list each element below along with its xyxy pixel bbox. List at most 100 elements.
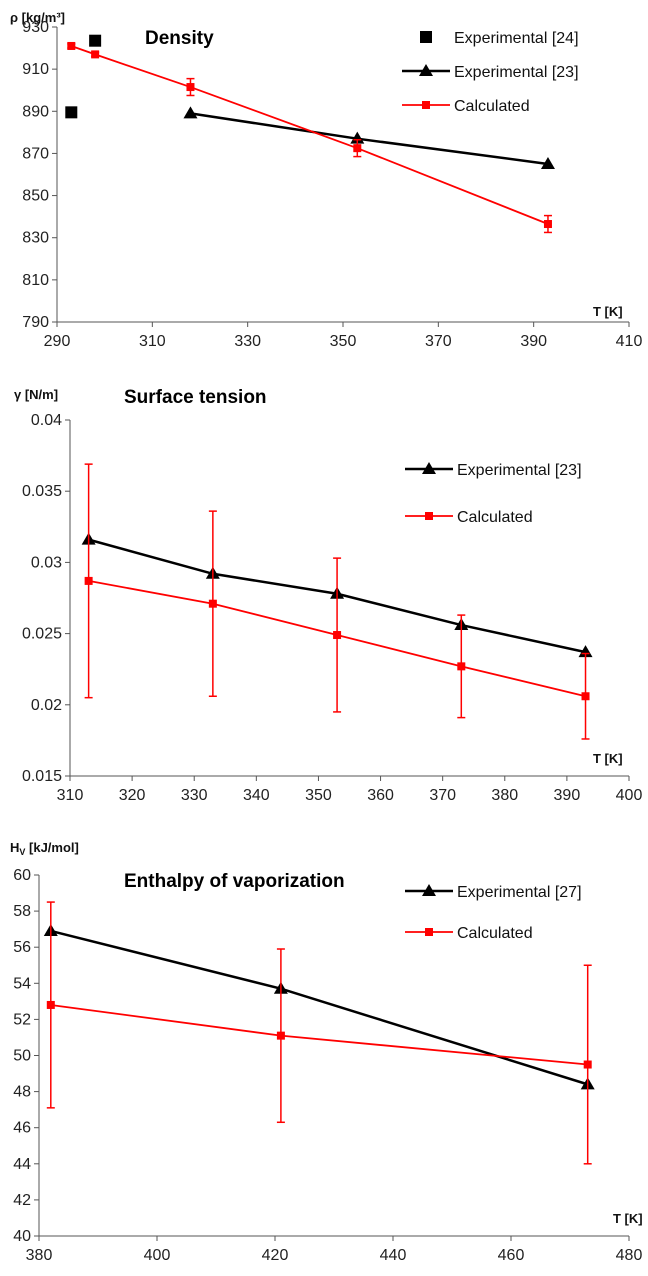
legend-marker	[425, 928, 433, 936]
x-tick-label: 380	[491, 787, 518, 804]
legend-label: Calculated	[457, 509, 533, 526]
x-tick-label: 460	[498, 1247, 525, 1264]
surface-tension-panel: γ [N/m] Surface tension T [K] 0.0150.020…	[14, 387, 642, 804]
density-panel: ρ [kg/m³] Density T [K] 790 810 830 850 870 8…	[10, 10, 642, 350]
x-tick-label: 340	[243, 787, 270, 804]
data-point	[457, 662, 466, 671]
y-tick-label: 56	[13, 939, 31, 956]
legend-marker	[422, 462, 436, 474]
legend-marker	[419, 64, 433, 76]
legend-label: Experimental [24]	[454, 30, 579, 47]
density-plot-area: 790 810 830 850 870 890 910 930 290 310 330 350 370 3…	[22, 19, 642, 350]
surface-tension-title: Surface tension	[124, 387, 267, 408]
x-tick-label: 420	[262, 1247, 289, 1264]
density-title: Density	[145, 28, 214, 49]
y-tick-label: 48	[13, 1084, 31, 1101]
x-tick-label: 370	[425, 333, 452, 350]
y-tick-label: 0.04	[31, 412, 62, 429]
data-point	[84, 576, 93, 585]
y-tick-label: 830	[22, 230, 49, 247]
data-point	[353, 144, 362, 153]
y-tick-label: 890	[22, 103, 49, 120]
enthalpy-y-label-main: H	[10, 840, 19, 855]
density-x-axis-label: T [K]	[593, 304, 623, 319]
enthalpy-title: Enthalpy of vaporization	[124, 871, 345, 892]
y-tick-label: 60	[13, 867, 31, 884]
legend-label: Calculated	[454, 98, 530, 115]
y-tick-label: 0.025	[22, 626, 62, 643]
data-point	[583, 1060, 592, 1069]
data-point	[543, 220, 552, 229]
data-point	[89, 34, 102, 47]
series-line	[50, 1004, 588, 1066]
y-tick-label: 42	[13, 1192, 31, 1209]
y-tick-label: 0.02	[31, 697, 62, 714]
surface-tension-y-axis-label: γ [N/m]	[14, 387, 58, 402]
enthalpy-plot-area: 40 42 44 46 48 50 52 54 56 58 60 380 400 420 440 460 480…	[13, 867, 642, 1264]
x-tick-label: 370	[429, 787, 456, 804]
y-tick-label: 44	[13, 1156, 31, 1173]
legend-label: Calculated	[457, 925, 533, 942]
legend-label: Experimental [23]	[454, 64, 579, 81]
y-tick-label: 50	[13, 1048, 31, 1065]
y-tick-label: 930	[22, 19, 49, 36]
data-point	[208, 599, 217, 608]
surface-tension-plot-area: 0.015 0.02 0.025 0.03 0.035 0.04 310 320 330 340 3…	[22, 412, 642, 804]
data-point	[540, 156, 555, 169]
x-tick-label: 480	[616, 1247, 643, 1264]
x-tick-label: 390	[520, 333, 547, 350]
x-tick-label: 350	[330, 333, 357, 350]
x-tick-label: 360	[367, 787, 394, 804]
y-tick-label: 0.015	[22, 768, 62, 785]
y-tick-label: 52	[13, 1011, 31, 1028]
enthalpy-y-label-sub: V	[19, 847, 25, 857]
y-tick-label: 810	[22, 272, 49, 289]
x-tick-label: 330	[181, 787, 208, 804]
data-point	[67, 41, 76, 50]
series-line	[50, 929, 589, 1086]
enthalpy-panel: HV [kJ/mol] Enthalpy of vaporization T […	[10, 840, 643, 1264]
y-tick-label: 850	[22, 188, 49, 205]
legend-marker	[425, 512, 433, 520]
data-point	[91, 50, 100, 59]
data-point	[65, 106, 78, 119]
legend-marker	[422, 101, 430, 109]
y-tick-label: 46	[13, 1120, 31, 1137]
data-point	[276, 1031, 285, 1040]
legend-marker	[422, 884, 436, 896]
x-tick-label: 380	[26, 1247, 53, 1264]
density-y-axis-label: ρ [kg/m³]	[10, 10, 65, 25]
y-tick-label: 54	[13, 975, 31, 992]
y-tick-label: 910	[22, 61, 49, 78]
x-tick-label: 330	[234, 333, 261, 350]
y-tick-label: 870	[22, 145, 49, 162]
y-tick-label: 0.035	[22, 483, 62, 500]
x-tick-label: 310	[57, 787, 84, 804]
x-tick-label: 290	[44, 333, 71, 350]
x-tick-label: 400	[616, 787, 643, 804]
x-tick-label: 310	[139, 333, 166, 350]
data-point	[581, 692, 590, 701]
x-tick-label: 440	[380, 1247, 407, 1264]
enthalpy-y-axis-label: HV [kJ/mol]	[10, 840, 79, 857]
legend-marker	[420, 31, 432, 43]
y-tick-label: 40	[13, 1228, 31, 1245]
data-point	[350, 131, 365, 144]
enthalpy-y-label-rest: [kJ/mol]	[25, 840, 78, 855]
enthalpy-x-axis-label: T [K]	[613, 1211, 643, 1226]
surface-tension-x-axis-label: T [K]	[593, 751, 623, 766]
data-point	[333, 631, 342, 640]
y-tick-label: 790	[22, 314, 49, 331]
x-tick-label: 320	[119, 787, 146, 804]
legend-label: Experimental [27]	[457, 884, 582, 901]
y-tick-label: 58	[13, 903, 31, 920]
x-tick-label: 390	[554, 787, 581, 804]
y-tick-label: 0.03	[31, 554, 62, 571]
data-point	[186, 83, 195, 92]
series-line	[190, 112, 549, 166]
legend-label: Experimental [23]	[457, 462, 582, 479]
data-point	[46, 1000, 55, 1009]
x-tick-label: 410	[616, 333, 643, 350]
data-point	[183, 106, 198, 119]
